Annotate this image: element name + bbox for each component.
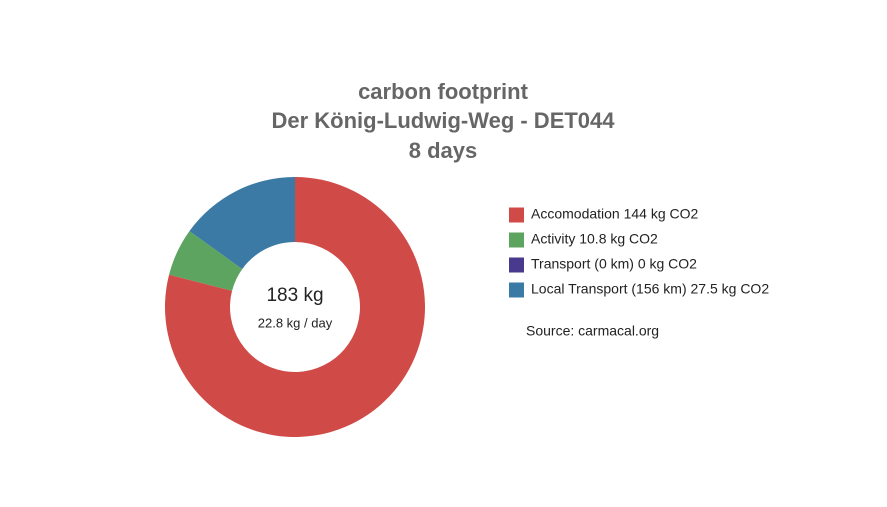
center-label: 183 kg xyxy=(266,285,323,306)
legend-swatch xyxy=(509,257,524,273)
donut-slice xyxy=(165,177,426,437)
legend-swatch xyxy=(509,207,524,223)
chart-title: Der König-Ludwig-Weg - DET044 xyxy=(271,108,615,133)
legend-label: Transport (0 km) 0 kg CO2 xyxy=(531,256,697,272)
legend-label: Activity 10.8 kg CO2 xyxy=(531,231,658,247)
source: Source: carmacal.org xyxy=(526,323,659,339)
donut-slice xyxy=(169,231,243,291)
center-sublabel: 22.8 kg / day xyxy=(258,315,333,330)
chart-title: 8 days xyxy=(409,138,478,163)
legend-label: Accomodation 144 kg CO2 xyxy=(531,206,699,222)
legend-label: Local Transport (156 km) 27.5 kg CO2 xyxy=(531,281,769,297)
donut-slice xyxy=(189,177,295,270)
legend-swatch xyxy=(509,282,524,298)
chart-title: carbon footprint xyxy=(358,79,529,104)
legend-swatch xyxy=(509,232,524,248)
